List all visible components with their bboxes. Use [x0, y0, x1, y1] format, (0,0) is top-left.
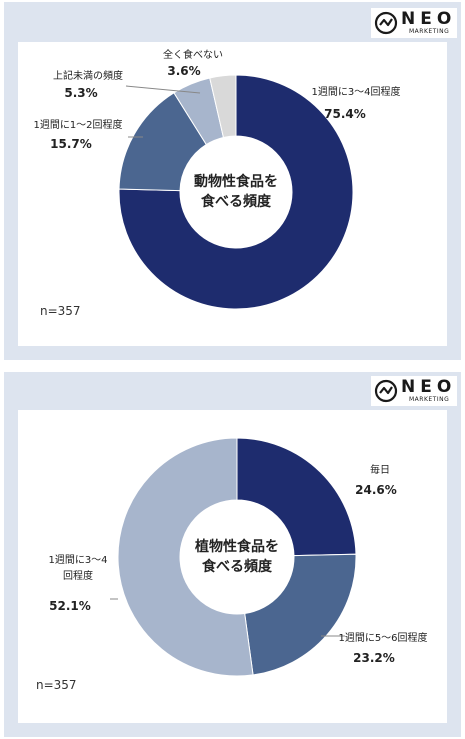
slice-value-label: 15.7%	[50, 137, 92, 151]
center-label: 動物性食品を	[194, 173, 278, 190]
slice-value-label: 75.4%	[324, 107, 366, 121]
slice-label: 1週間に3～4	[48, 554, 107, 566]
slice-label: 毎日	[370, 463, 390, 476]
neo-marketing-logo: NEO MARKETING	[371, 8, 457, 38]
chart-panel-animal: NEO MARKETING 動物性食品を 食べる頻度 1週間に3～4回程度 75.4%…	[4, 2, 461, 360]
neo-logo-icon	[374, 11, 398, 35]
center-label: 植物性食品を	[194, 538, 279, 555]
leader-line	[125, 85, 201, 94]
slice-value-label: 23.2%	[353, 651, 395, 665]
sample-size-label: n=357	[36, 678, 77, 692]
slice-label: 回程度	[63, 569, 93, 582]
slice-label: 1週間に1～2回程度	[33, 118, 122, 131]
neo-marketing-logo: NEO MARKETING	[371, 376, 457, 406]
slice-value-label: 24.6%	[355, 483, 397, 497]
slice-value-label: 52.1%	[49, 599, 91, 613]
slice-label: 上記未満の頻度	[53, 69, 123, 82]
pie-slice	[244, 553, 357, 676]
slice-label: 1週間に5～6回程度	[338, 631, 427, 644]
logo-text: NEO	[401, 9, 457, 29]
logo-subtext: MARKETING	[409, 28, 450, 35]
pie-slice	[118, 74, 354, 310]
slice-label: 全く食べない	[163, 48, 223, 61]
center-label: 食べる頻度	[201, 193, 272, 210]
chart-panel-plant: NEO MARKETING 植物性食品を 食べる頻度 毎日 24.6% 1週間に5～6回…	[4, 372, 461, 737]
pie-slice	[236, 437, 357, 557]
logo-text: NEO	[401, 377, 457, 397]
logo-subtext: MARKETING	[409, 396, 450, 403]
slice-label: 1週間に3～4回程度	[311, 85, 400, 98]
chart-area: 植物性食品を 食べる頻度 毎日 24.6% 1週間に5～6回程度 23.2% 1週間に3～4…	[18, 410, 447, 723]
slice-value-label: 5.3%	[64, 86, 97, 100]
slice-value-label: 3.6%	[167, 64, 200, 78]
chart-area: 動物性食品を 食べる頻度 1週間に3～4回程度 75.4% 1週間に1～2回程度 15.7…	[18, 42, 447, 346]
pie-slice	[209, 74, 237, 139]
neo-logo-icon	[374, 379, 398, 403]
center-label: 食べる頻度	[202, 558, 273, 575]
pie-slice	[117, 437, 254, 677]
sample-size-label: n=357	[40, 304, 81, 318]
